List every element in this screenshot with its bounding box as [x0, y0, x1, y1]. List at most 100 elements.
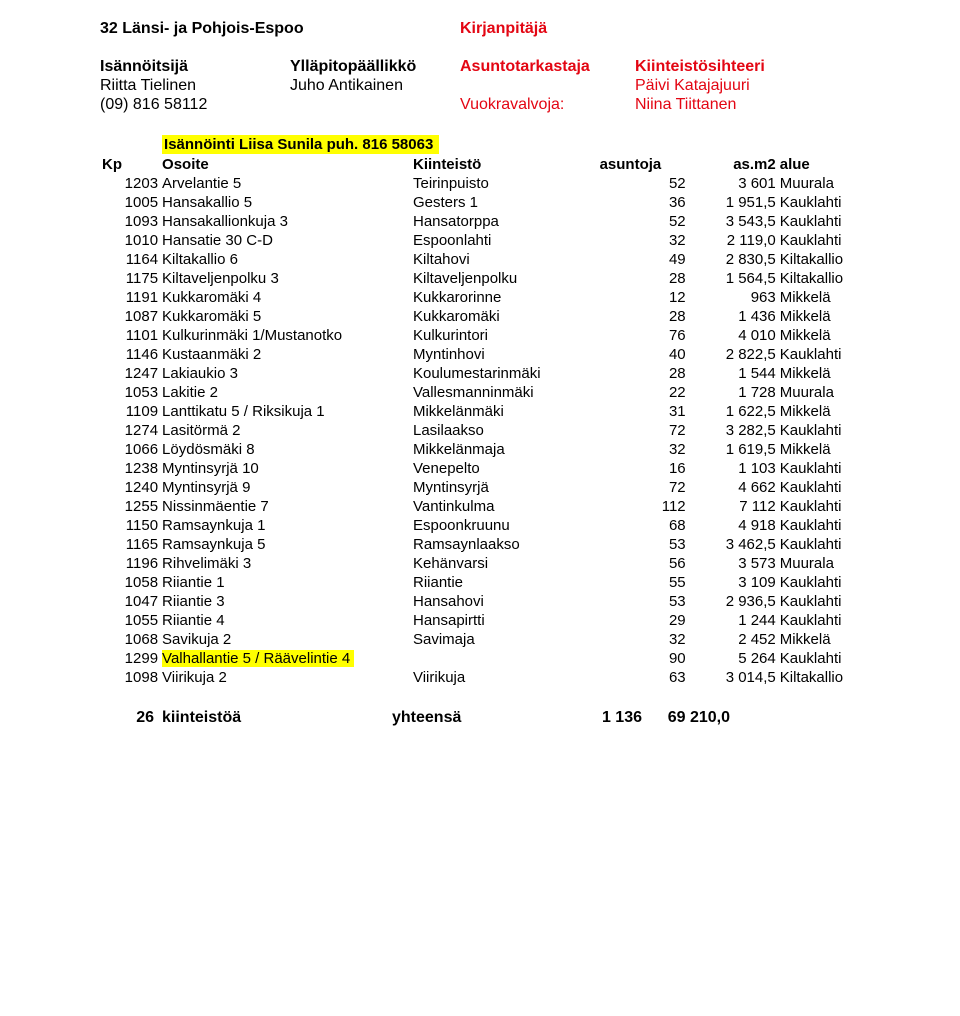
- table-row: 1010Hansatie 30 C-DEspoonlahti322 119,0K…: [100, 231, 900, 250]
- cell-osoite: Lakiaukio 3: [160, 364, 411, 383]
- cell-kp: 1150: [100, 516, 160, 535]
- table-row: 1098Viirikuja 2Viirikuja633 014,5Kiltaka…: [100, 668, 900, 687]
- table-row: 1047Riiantie 3Hansahovi532 936,5Kauklaht…: [100, 592, 900, 611]
- cell-asm2: 1 103: [688, 459, 778, 478]
- cell-osoite: Ramsaynkuja 1: [160, 516, 411, 535]
- cell-asuntoja: 31: [598, 402, 688, 421]
- cell-kiinteisto: Myntinsyrjä: [411, 478, 598, 497]
- cell-alue: Mikkelä: [778, 307, 900, 326]
- cell-kiinteisto: Kiltaveljenpolku: [411, 269, 598, 288]
- table-row: 1274Lasitörmä 2Lasilaakso723 282,5Kaukla…: [100, 421, 900, 440]
- contact-phone-row: (09) 816 58112 Vuokravalvoja: Niina Tiit…: [100, 96, 900, 114]
- cell-kp: 1191: [100, 288, 160, 307]
- cell-kiinteisto: Hansapirtti: [411, 611, 598, 630]
- col-header-asuntoja: asuntoja: [598, 155, 688, 174]
- cell-asm2: 4 918: [688, 516, 778, 535]
- cell-alue: Kiltakallio: [778, 250, 900, 269]
- cell-kp: 1010: [100, 231, 160, 250]
- cell-kiinteisto: Riiantie: [411, 573, 598, 592]
- cell-kp: 1101: [100, 326, 160, 345]
- role-vuokravalvoja: Vuokravalvoja:: [460, 96, 635, 114]
- cell-asuntoja: 40: [598, 345, 688, 364]
- cell-kiinteisto: Kiltahovi: [411, 250, 598, 269]
- cell-kiinteisto: Savimaja: [411, 630, 598, 649]
- role-kirjanpitaja: Kirjanpitäjä: [460, 20, 547, 38]
- table-header-row: Kp Osoite Kiinteistö asuntoja as.m2 alue: [100, 155, 900, 174]
- role-asuntotarkastaja: Asuntotarkastaja: [460, 58, 635, 76]
- cell-kiinteisto: Venepelto: [411, 459, 598, 478]
- property-table: Isännöinti Liisa Sunila puh. 816 58063 K…: [100, 134, 900, 687]
- cell-asm2: 1 619,5: [688, 440, 778, 459]
- cell-kiinteisto: Gesters 1: [411, 193, 598, 212]
- cell-kp: 1005: [100, 193, 160, 212]
- cell-asuntoja: 55: [598, 573, 688, 592]
- cell-osoite: Ramsaynkuja 5: [160, 535, 411, 554]
- cell-kiinteisto: Myntinhovi: [411, 345, 598, 364]
- cell-kiinteisto: Mikkelänmaja: [411, 440, 598, 459]
- empty-cell: [460, 77, 635, 95]
- col-header-osoite: Osoite: [160, 155, 411, 174]
- table-row: 1109Lanttikatu 5 / Riksikuja 1Mikkelänmä…: [100, 402, 900, 421]
- cell-asuntoja: 52: [598, 174, 688, 193]
- cell-kiinteisto: Espoonkruunu: [411, 516, 598, 535]
- cell-osoite: Viirikuja 2: [160, 668, 411, 687]
- cell-asuntoja: 63: [598, 668, 688, 687]
- role-kiinteistosihteeri: Kiinteistösihteeri: [635, 58, 805, 76]
- contact-names-row: Riitta Tielinen Juho Antikainen Päivi Ka…: [100, 77, 900, 95]
- highlight-row: Isännöinti Liisa Sunila puh. 816 58063: [100, 134, 900, 155]
- cell-osoite: Nissinmäentie 7: [160, 497, 411, 516]
- table-row: 1238Myntinsyrjä 10Venepelto161 103Kaukla…: [100, 459, 900, 478]
- cell-kp: 1203: [100, 174, 160, 193]
- footer-count-label: kiinteistöä: [162, 709, 392, 727]
- cell-asuntoja: 112: [598, 497, 688, 516]
- cell-kp: 1055: [100, 611, 160, 630]
- cell-asuntoja: 72: [598, 478, 688, 497]
- district-title: 32 Länsi- ja Pohjois-Espoo: [100, 20, 460, 38]
- table-row: 1058Riiantie 1Riiantie553 109Kauklahti: [100, 573, 900, 592]
- spacer: [100, 40, 900, 58]
- cell-alue: Kauklahti: [778, 497, 900, 516]
- cell-asm2: 1 622,5: [688, 402, 778, 421]
- cell-asuntoja: 76: [598, 326, 688, 345]
- table-row: 1299Valhallantie 5 / Räävelintie 4905 26…: [100, 649, 900, 668]
- cell-kiinteisto: Lasilaakso: [411, 421, 598, 440]
- cell-kiinteisto: Kulkurintori: [411, 326, 598, 345]
- cell-kiinteisto: Viirikuja: [411, 668, 598, 687]
- cell-osoite: Kukkaromäki 4: [160, 288, 411, 307]
- cell-asuntoja: 32: [598, 630, 688, 649]
- cell-kp: 1047: [100, 592, 160, 611]
- table-row: 1203Arvelantie 5Teirinpuisto523 601Muura…: [100, 174, 900, 193]
- cell-alue: Mikkelä: [778, 326, 900, 345]
- cell-kp: 1087: [100, 307, 160, 326]
- cell-kiinteisto: [411, 649, 598, 668]
- cell-kiinteisto: Koulumestarinmäki: [411, 364, 598, 383]
- cell-osoite: Lanttikatu 5 / Riksikuja 1: [160, 402, 411, 421]
- cell-alue: Mikkelä: [778, 402, 900, 421]
- table-row: 1068Savikuja 2Savimaja322 452Mikkelä: [100, 630, 900, 649]
- cell-asuntoja: 28: [598, 269, 688, 288]
- table-row: 1066Löydösmäki 8Mikkelänmaja321 619,5Mik…: [100, 440, 900, 459]
- cell-osoite: Kiltaveljenpolku 3: [160, 269, 411, 288]
- table-row: 1150Ramsaynkuja 1Espoonkruunu684 918Kauk…: [100, 516, 900, 535]
- table-row: 1093Hansakallionkuja 3Hansatorppa523 543…: [100, 212, 900, 231]
- cell-asuntoja: 32: [598, 440, 688, 459]
- table-row: 1247Lakiaukio 3Koulumestarinmäki281 544M…: [100, 364, 900, 383]
- cell-osoite: Myntinsyrjä 10: [160, 459, 411, 478]
- cell-alue: Kauklahti: [778, 611, 900, 630]
- cell-alue: Kauklahti: [778, 649, 900, 668]
- cell-alue: Kiltakallio: [778, 269, 900, 288]
- cell-osoite: Hansakallionkuja 3: [160, 212, 411, 231]
- cell-asm2: 3 462,5: [688, 535, 778, 554]
- cell-kp: 1255: [100, 497, 160, 516]
- cell-alue: Kauklahti: [778, 212, 900, 231]
- cell-asm2: 1 728: [688, 383, 778, 402]
- cell-kp: 1175: [100, 269, 160, 288]
- cell-kp: 1066: [100, 440, 160, 459]
- cell-kp: 1109: [100, 402, 160, 421]
- cell-kiinteisto: Espoonlahti: [411, 231, 598, 250]
- cell-osoite: Valhallantie 5 / Räävelintie 4: [160, 649, 411, 668]
- cell-asuntoja: 53: [598, 592, 688, 611]
- cell-alue: Kauklahti: [778, 345, 900, 364]
- cell-osoite: Riiantie 4: [160, 611, 411, 630]
- cell-asuntoja: 56: [598, 554, 688, 573]
